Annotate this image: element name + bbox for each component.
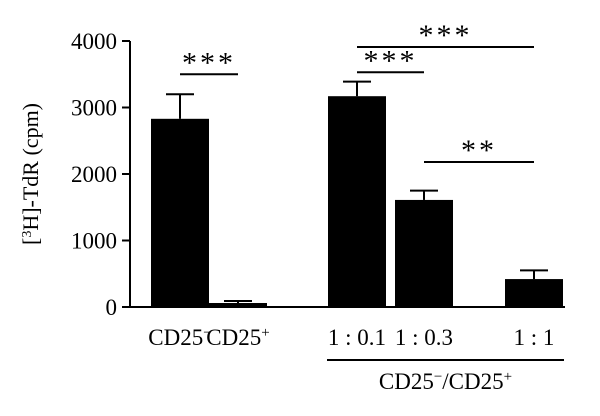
bar xyxy=(395,199,453,307)
category-label: 1 : 0.3 xyxy=(395,325,453,350)
group-label: CD25−/CD25+ xyxy=(379,369,512,394)
significance-label: *** xyxy=(364,44,418,77)
bars xyxy=(151,80,563,308)
significance-annotations: *** ******** xyxy=(180,19,534,167)
significance-label: *** xyxy=(182,46,236,79)
y-tick-label: 1000 xyxy=(71,229,117,254)
bar xyxy=(328,96,386,307)
bar xyxy=(209,303,267,307)
axes: 0 1000 2000 3000 4000 xyxy=(71,29,565,320)
bar xyxy=(505,279,563,307)
labels: [3H]-TdR (cpm) CD25−CD25+ 1 : 0.1 1 : 0.3 1 … xyxy=(18,103,564,394)
category-label: CD25+ xyxy=(206,325,269,350)
category-label: 1 : 0.1 xyxy=(328,325,386,350)
y-tick-label: 3000 xyxy=(71,96,117,121)
y-axis-label: [3H]-TdR (cpm) xyxy=(18,103,43,245)
category-label: 1 : 1 xyxy=(514,325,555,350)
y-tick-label: 2000 xyxy=(71,162,117,187)
significance-label: ** xyxy=(461,134,497,167)
y-tick-label: 4000 xyxy=(71,29,117,54)
y-tick-label: 0 xyxy=(106,295,118,320)
category-label: CD25− xyxy=(148,325,211,350)
significance-label: *** xyxy=(419,19,473,52)
bar xyxy=(151,118,209,308)
